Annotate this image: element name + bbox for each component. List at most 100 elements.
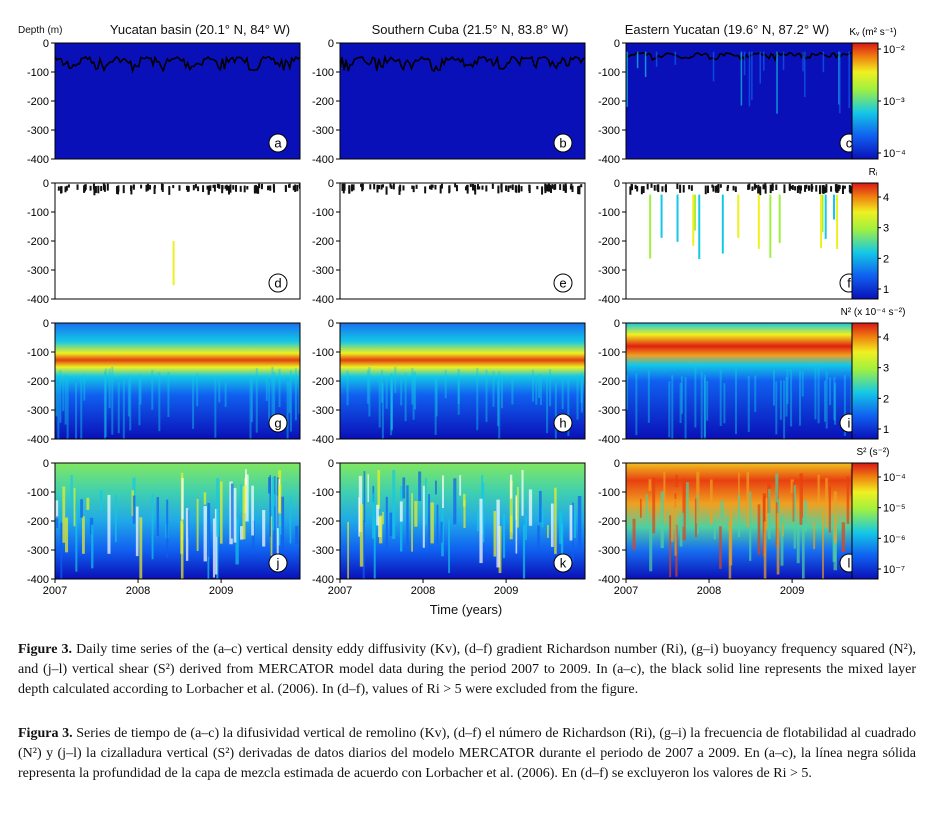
ri-near-surface-mark xyxy=(430,184,433,190)
heatmap-field xyxy=(55,323,300,439)
ri-near-surface-mark xyxy=(439,185,442,194)
n2-streak xyxy=(511,378,514,405)
n2-streak xyxy=(298,369,300,414)
s2-streak xyxy=(273,476,276,545)
n2-streak xyxy=(567,379,570,437)
s2-streak xyxy=(214,508,218,575)
ri-near-surface-mark xyxy=(706,185,709,194)
ri-near-surface-mark xyxy=(149,185,152,190)
ri-near-surface-mark xyxy=(759,186,762,196)
y-tick-label: -300 xyxy=(27,125,49,137)
s2-streak xyxy=(252,520,255,555)
ri-near-surface-mark xyxy=(57,186,60,191)
n2-streak xyxy=(368,367,371,417)
ri-near-surface-mark xyxy=(187,185,190,192)
n2-streak xyxy=(817,367,820,424)
ri-near-surface-mark xyxy=(103,184,106,190)
ri-near-surface-mark xyxy=(688,185,691,190)
colorbar-tick-label: 3 xyxy=(883,223,889,235)
s2-streak xyxy=(509,480,513,540)
s2-streak xyxy=(196,498,199,551)
ri-near-surface-mark xyxy=(629,186,632,195)
y-tick-label: -400 xyxy=(27,154,49,166)
s2-streak xyxy=(572,509,577,538)
s2-streak xyxy=(749,491,752,561)
ri-near-surface-mark xyxy=(221,185,224,190)
y-tick-label: -100 xyxy=(598,207,620,219)
s2-streak xyxy=(757,504,761,555)
s2-streak xyxy=(550,503,554,547)
ri-streak xyxy=(821,194,824,233)
ri-near-surface-mark xyxy=(343,183,346,191)
ri-near-surface-mark xyxy=(202,185,205,193)
s2-streak xyxy=(559,511,563,544)
caption-english: Figure 3. Daily time series of the (a–c)… xyxy=(18,640,916,700)
time-axis-label: Time (years) xyxy=(430,602,502,617)
s2-streak xyxy=(639,498,642,518)
n2-streak xyxy=(380,370,383,403)
kv-streak xyxy=(712,51,715,82)
heatmap-field xyxy=(340,183,585,299)
ri-near-surface-mark xyxy=(485,185,488,192)
s2-streak xyxy=(422,485,425,548)
n2-streak xyxy=(111,366,114,435)
ri-streak xyxy=(721,194,724,254)
panel-letter-badge xyxy=(268,133,288,153)
mixed-layer-depth-line xyxy=(626,50,871,63)
ri-near-surface-mark xyxy=(161,183,164,192)
n2-streak xyxy=(104,368,107,437)
y-tick-label: 0 xyxy=(43,318,49,330)
y-tick-label: -400 xyxy=(312,154,334,166)
ri-near-surface-mark xyxy=(755,184,758,189)
s2-streak xyxy=(498,525,502,574)
ri-near-surface-mark xyxy=(192,184,195,191)
n2-streak xyxy=(754,375,757,412)
s2-streak xyxy=(679,514,683,547)
ri-near-surface-mark xyxy=(292,185,295,191)
ri-near-surface-mark xyxy=(455,185,458,192)
s2-streak xyxy=(813,522,816,550)
heatmap-field xyxy=(55,43,300,159)
ri-near-surface-mark xyxy=(258,183,261,189)
s2-streak xyxy=(376,504,379,526)
colorbar-4: S² (s⁻²) 10⁻⁴ 10⁻⁵ 10⁻⁶ 10⁻⁷ xyxy=(851,447,906,580)
s2-streak xyxy=(448,519,450,574)
s2-streak xyxy=(358,497,361,537)
ri-near-surface-mark xyxy=(732,185,735,191)
n2-streak xyxy=(192,377,195,429)
colorbar-tick-label: 10⁻⁷ xyxy=(883,564,905,576)
ri-near-surface-mark xyxy=(216,183,219,188)
n2-streak xyxy=(57,383,60,439)
s2-streak xyxy=(727,517,730,531)
ri-near-surface-mark xyxy=(830,186,833,192)
ri-near-surface-mark xyxy=(712,185,715,192)
n2-streak xyxy=(249,378,252,439)
panel-letter: e xyxy=(559,276,566,291)
ri-near-surface-mark xyxy=(197,186,200,192)
s2-streak xyxy=(645,494,648,529)
n2-streak xyxy=(412,372,415,420)
s2-streak xyxy=(516,486,519,528)
n2-streak xyxy=(103,371,106,439)
heatmap-field xyxy=(626,43,871,159)
ri-near-surface-mark xyxy=(528,185,531,194)
s2-streak xyxy=(359,504,364,567)
s2-streak xyxy=(272,494,276,507)
s2-streak xyxy=(385,496,388,549)
panel-letter: b xyxy=(559,136,566,151)
panel-letter: l xyxy=(848,556,851,571)
ri-near-surface-mark xyxy=(273,185,276,193)
s2-streak xyxy=(502,513,506,559)
n2-streak xyxy=(706,380,709,421)
ri-near-surface-mark xyxy=(656,184,659,191)
ri-streak xyxy=(172,241,175,286)
ri-near-surface-mark xyxy=(762,184,765,190)
column-title-3: Eastern Yucatan (19.6° N, 87.2° W) xyxy=(625,22,830,37)
y-tick-label: -200 xyxy=(598,376,620,388)
s2-streak xyxy=(269,475,271,537)
colorbar-tick-label: 4 xyxy=(883,192,889,204)
x-tick-label: 2008 xyxy=(411,585,435,597)
ri-near-surface-mark xyxy=(229,184,232,193)
s2-streak xyxy=(768,489,771,539)
s2-streak xyxy=(180,523,184,579)
